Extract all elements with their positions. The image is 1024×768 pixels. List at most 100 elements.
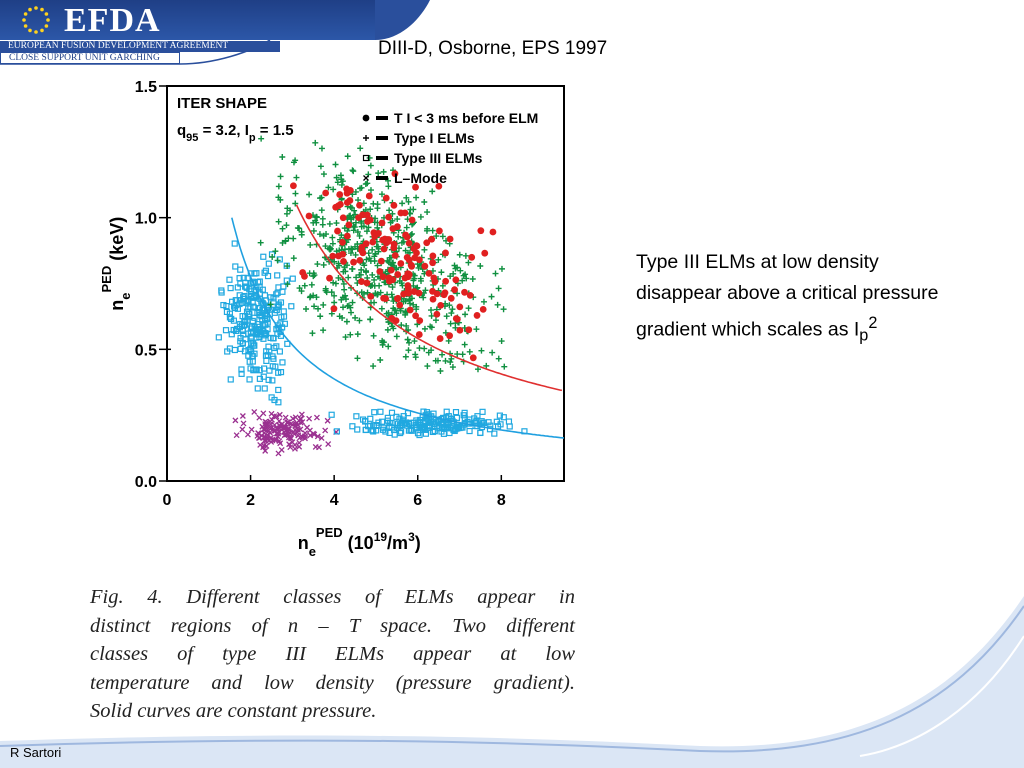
scatter-point [363,211,371,219]
scatter-point [403,289,411,296]
scatter-point [344,153,351,160]
legend-swatch [376,136,388,140]
scatter-point [246,286,253,293]
caption-line: Solid curves are constant pressure. [90,700,377,722]
scatter-point [356,201,363,209]
scatter-point [367,187,374,194]
scatter-point [283,222,290,229]
scatter-point [501,363,508,370]
scatter-point [227,284,234,292]
legend-label: L–Mode [394,170,447,186]
scatter-point [340,280,347,287]
scatter-point [325,184,332,191]
scatter-point [338,232,345,239]
scatter-point [292,445,298,452]
scatter-point [388,409,396,416]
scatter-point [311,303,318,310]
scatter-point [377,408,384,415]
scatter-point [318,207,325,214]
scatter-point [393,333,400,340]
side-note: Type III ELMs at low density disappear a… [636,247,966,351]
scatter-point [238,370,245,377]
scatter-point [256,308,263,316]
scatter-point [431,428,438,435]
scatter-point [293,174,300,181]
scatter-point [307,241,314,248]
scatter-point [331,258,338,265]
scatter-point [495,355,502,362]
scatter-point [402,298,409,305]
scatter-point [334,202,342,210]
scatter-point [277,369,285,376]
header-bar [0,0,375,40]
scatter-point [288,435,295,442]
scatter-point [423,227,430,234]
legend-swatch [376,116,388,120]
scatter-point [469,276,476,283]
scatter-point [353,413,360,420]
scatter-point [329,240,336,247]
scatter-point [390,240,398,248]
scatter-point [377,357,384,364]
scatter-point [448,355,455,362]
scatter-point [326,244,333,251]
scatter-point [374,291,381,298]
scatter-point [306,294,313,301]
scatter-point [322,189,330,197]
unit-name: CLOSE SUPPORT UNIT GARCHING [0,52,180,64]
scatter-point [308,281,315,288]
scatter-point [279,239,286,246]
scatter-point [430,274,438,282]
scatter-point [459,351,466,358]
scatter-point [404,270,412,278]
scatter-point [285,426,292,433]
scatter-point [329,252,337,260]
scatter-point [380,245,388,253]
scatter-point [500,414,507,421]
scatter-point [378,305,385,312]
scatter-point [335,262,342,269]
scatter-point [287,420,294,427]
scatter-point [357,185,364,192]
scatter-point [285,431,292,438]
constant-pressure-curve [231,217,565,439]
scatter-point [271,344,278,352]
scatter-point [339,178,346,185]
scatter-point [429,419,436,426]
star-icon [44,12,49,16]
scatter-point [275,194,282,201]
scatter-point [363,279,371,287]
scatter-point [437,368,444,375]
scatter-point [424,363,431,370]
scatter-point [335,252,342,260]
scatter-point [389,276,397,284]
scatter-point [269,377,276,384]
scatter-point [290,255,297,262]
scatter-point [370,363,377,370]
scatter-point [391,252,399,259]
scatter-point [284,340,291,347]
scatter-point [457,267,464,274]
scatter-point [218,287,225,294]
scatter-point [477,227,485,235]
scatter-point [294,429,301,436]
scatter-point [279,225,286,232]
scatter-point [261,430,268,436]
scatter-point [375,419,382,426]
scatter-point [275,428,282,435]
scatter-point [251,270,258,277]
scatter-point [349,423,356,430]
scatter-point [228,298,236,305]
scatter-point [401,209,409,217]
scatter-point [389,210,396,217]
scatter-point [405,256,413,264]
scatter-point [380,424,387,431]
scatter-point [450,426,457,434]
scatter-point [280,424,287,431]
scatter-point [454,351,461,358]
scatter-point [372,251,379,258]
scatter-point [367,206,374,213]
scatter-point [251,342,258,349]
scatter-point [336,191,344,198]
scatter-point [441,289,449,297]
